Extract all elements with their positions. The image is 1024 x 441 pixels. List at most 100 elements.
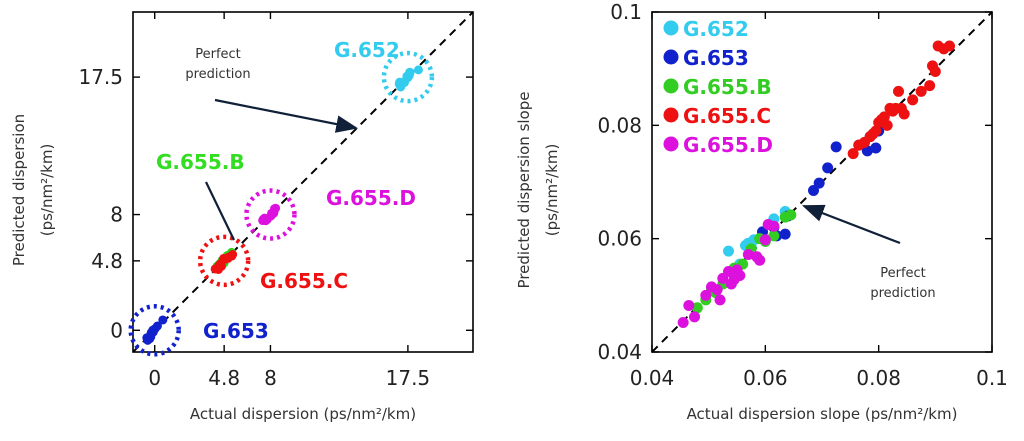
- right-point-g655c: [924, 80, 936, 92]
- right-y-tick-label: 0.08: [597, 113, 642, 137]
- right-point-g655c: [907, 94, 919, 106]
- right-x-axis-label: Actual dispersion slope (ps/nm²/km): [687, 405, 958, 423]
- left-plot-frame: [132, 11, 474, 353]
- legend-marker-g655b: [663, 78, 679, 94]
- right-annotation-line1: Perfect: [880, 266, 926, 281]
- left-annotation-arrow: [214, 98, 359, 133]
- right-point-g653: [861, 145, 873, 157]
- ring-g652: [381, 50, 435, 104]
- dispersion-chart: 0 4.8 8 17.5 0 4.8 8 17.5 Actual dispersion (ps…: [10, 11, 474, 423]
- right-point-g655d: [768, 220, 780, 232]
- right-point-g655d: [683, 300, 695, 312]
- left-x-tick-label: 0: [148, 366, 161, 390]
- dispersion-slope-chart: 0.04 0.06 0.08 0.10.040.060.080.1 G.652G.65…: [515, 0, 1008, 423]
- left-point-g655d: [258, 214, 268, 224]
- right-point-g653: [813, 177, 825, 189]
- left-point-g655c: [220, 254, 230, 264]
- right-point-g655c: [944, 40, 955, 52]
- left-x-tick-label: 4.8: [208, 366, 240, 390]
- label-g655b: G.655.B: [156, 150, 245, 174]
- legend-label-g655b: G.655.B: [683, 75, 772, 99]
- right-point-g655c: [929, 66, 941, 77]
- right-x-tick-label: 0.1: [976, 366, 1008, 390]
- legend-marker-g652: [663, 20, 679, 36]
- label-g652: G.652: [334, 38, 400, 62]
- right-legend: G.652 G.653 G.655.B G.655.C G.655.D: [663, 17, 773, 157]
- left-y-tick-label: 0: [110, 318, 123, 342]
- right-annotation-arrow: [801, 204, 901, 245]
- left-data-points: [142, 65, 423, 345]
- right-point-g652: [723, 245, 734, 257]
- right-y-tick-label: 0.06: [597, 227, 642, 251]
- right-point-g655b: [785, 209, 797, 221]
- left-point-g652: [413, 65, 423, 75]
- right-x-tick-label: 0.04: [630, 366, 675, 390]
- right-plot-frame: [651, 11, 993, 353]
- label-g655d: G.655.D: [326, 186, 416, 210]
- left-x-tick-label: 8: [264, 366, 277, 390]
- left-point-g655c: [214, 264, 224, 274]
- left-y-tick-label: 17.5: [78, 65, 123, 89]
- legend-label-g653: G.653: [683, 46, 749, 70]
- right-point-g655c: [870, 125, 882, 137]
- left-axis-ticks: 0 4.8 8 17.5 0 4.8 8 17.5: [78, 12, 473, 390]
- left-point-g652: [404, 71, 414, 81]
- right-x-tick-label: 0.06: [743, 366, 788, 390]
- right-point-g653: [870, 142, 882, 154]
- label-g655c: G.655.C: [260, 269, 348, 293]
- left-point-g653: [158, 315, 168, 325]
- right-point-g655c: [881, 119, 893, 131]
- left-point-g653: [146, 332, 156, 342]
- right-point-g653: [779, 228, 791, 240]
- right-point-g655c: [847, 148, 859, 160]
- right-annotation-line2: prediction: [870, 286, 935, 301]
- right-point-g655d: [754, 254, 766, 266]
- left-annotation-line2: prediction: [185, 67, 250, 82]
- right-point-g655d: [677, 317, 689, 329]
- ring-g655c: [197, 234, 251, 288]
- right-y-tick-label: 0.04: [597, 340, 642, 364]
- g655b-pointer-line: [205, 181, 235, 241]
- right-point-g655d: [723, 266, 734, 278]
- left-y-tick-label: 8: [110, 203, 123, 227]
- left-x-axis-label: Actual dispersion (ps/nm²/km): [190, 405, 416, 423]
- ring-g655d: [244, 188, 297, 241]
- right-point-g653: [822, 162, 834, 174]
- left-annotation-line1: Perfect: [195, 47, 241, 62]
- right-point-g655d: [689, 311, 700, 323]
- left-y-tick-label: 4.8: [91, 249, 123, 273]
- left-y-axis-label-line1: Predicted dispersion: [10, 114, 28, 266]
- left-point-g653: [148, 325, 158, 335]
- right-y-axis-label-line2: (ps/nm²/km): [543, 144, 561, 237]
- right-point-g655d: [742, 249, 754, 261]
- left-group-rings: [128, 50, 435, 357]
- right-point-g655c: [915, 85, 927, 97]
- legend-marker-g655c: [663, 107, 679, 123]
- right-point-g655c: [898, 108, 910, 120]
- label-g653: G.653: [203, 319, 269, 343]
- legend-label-g655d: G.655.D: [683, 133, 773, 157]
- right-point-g653: [830, 141, 842, 153]
- right-y-tick-label: 0.1: [610, 0, 642, 24]
- right-point-g655d: [759, 234, 771, 246]
- left-point-g655d: [270, 204, 280, 214]
- right-point-g655c: [878, 111, 890, 123]
- right-axis-ticks: 0.04 0.06 0.08 0.1 0.04 0.06 0.08 0.1: [597, 0, 1007, 390]
- right-data-points: [677, 40, 955, 329]
- legend-label-g652: G.652: [683, 17, 749, 41]
- left-reference-line: [132, 11, 474, 353]
- left-y-axis-label-line2: (ps/nm²/km): [38, 144, 56, 237]
- left-x-tick-label: 17.5: [386, 366, 431, 390]
- right-point-g655d: [700, 289, 712, 301]
- legend-marker-g655d: [663, 136, 679, 152]
- left-point-g652: [395, 77, 405, 87]
- legend-label-g655c: G.655.C: [683, 104, 771, 128]
- right-point-g655c: [893, 85, 904, 97]
- right-point-g655d: [734, 270, 746, 281]
- right-point-g655d: [714, 294, 726, 306]
- right-point-g655b: [691, 302, 703, 314]
- right-x-tick-label: 0.08: [856, 366, 901, 390]
- right-point-g655b: [768, 230, 780, 242]
- ring-g653: [128, 304, 181, 357]
